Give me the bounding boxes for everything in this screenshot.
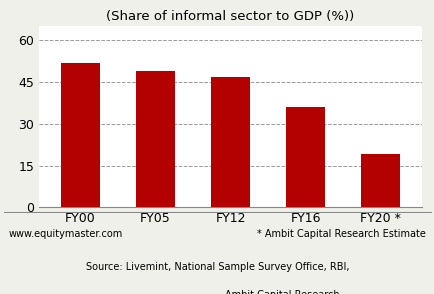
Bar xyxy=(360,154,399,207)
Text: Ambit Capital Research: Ambit Capital Research xyxy=(225,290,339,294)
Text: * Ambit Capital Research Estimate: * Ambit Capital Research Estimate xyxy=(257,229,425,239)
Bar xyxy=(61,63,100,207)
Bar xyxy=(286,107,324,207)
Bar xyxy=(136,71,174,207)
Text: Source: Livemint, National Sample Survey Office, RBI,: Source: Livemint, National Sample Survey… xyxy=(85,262,349,272)
Title: (Share of informal sector to GDP (%)): (Share of informal sector to GDP (%)) xyxy=(106,9,354,23)
Bar xyxy=(210,76,250,207)
Text: www.equitymaster.com: www.equitymaster.com xyxy=(9,229,123,239)
